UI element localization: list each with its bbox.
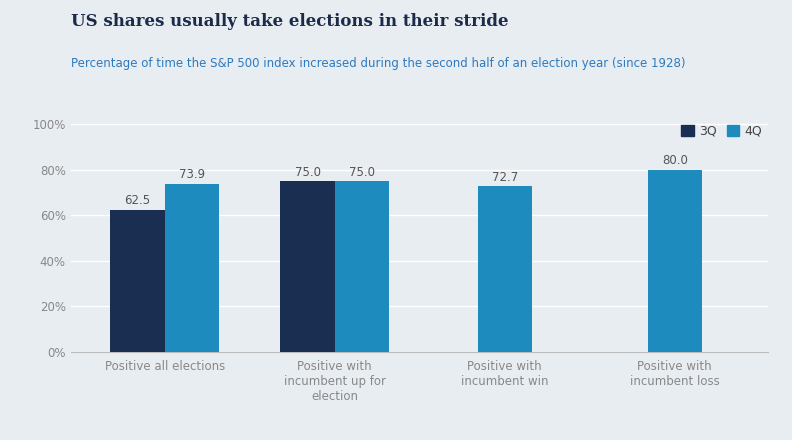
Text: Percentage of time the S&P 500 index increased during the second half of an elec: Percentage of time the S&P 500 index inc…	[71, 57, 686, 70]
Text: 73.9: 73.9	[179, 168, 205, 181]
Text: 75.0: 75.0	[295, 165, 321, 179]
Text: 62.5: 62.5	[124, 194, 150, 207]
Text: US shares usually take elections in their stride: US shares usually take elections in thei…	[71, 13, 508, 30]
Text: 75.0: 75.0	[349, 165, 375, 179]
Bar	[165, 184, 219, 352]
Bar	[478, 187, 532, 352]
Bar	[280, 181, 335, 352]
Bar	[110, 210, 165, 352]
Bar	[648, 170, 702, 352]
Legend: 3Q, 4Q: 3Q, 4Q	[681, 125, 762, 138]
Text: 72.7: 72.7	[492, 171, 518, 184]
Bar	[335, 181, 389, 352]
Text: 80.0: 80.0	[662, 154, 687, 167]
